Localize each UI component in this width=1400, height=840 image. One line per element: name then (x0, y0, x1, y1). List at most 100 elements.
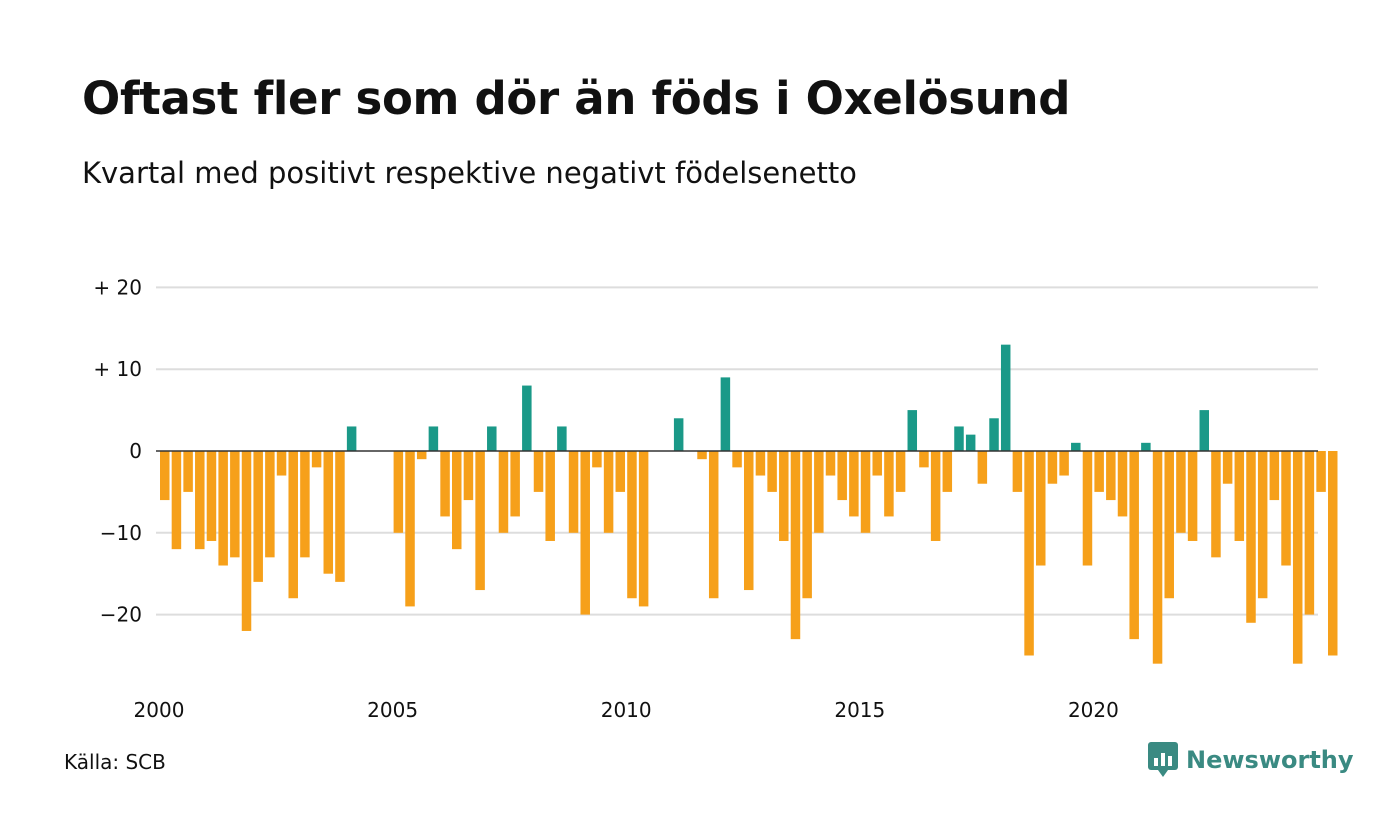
bar-negative (942, 451, 953, 492)
x-tick-label: 2020 (1068, 698, 1119, 722)
bar-negative (230, 451, 240, 558)
bar-negative (288, 451, 298, 599)
x-tick-label: 2000 (134, 698, 185, 722)
bar-negative (265, 451, 275, 558)
bar-negative (930, 451, 941, 541)
bar-negative (171, 451, 182, 550)
bar-negative (1187, 451, 1198, 541)
chart-title: Oftast fler som dör än föds i Oxelösund (82, 72, 1071, 125)
bar-negative (1304, 451, 1315, 615)
bar-negative (755, 451, 766, 476)
bar-negative (1234, 451, 1245, 541)
bar-negative (1281, 451, 1291, 566)
bar-negative (977, 451, 988, 484)
bar-negative (1047, 451, 1058, 484)
bar-negative (849, 451, 859, 517)
brand-logo: Newsworthy (1148, 742, 1354, 778)
bar-negative (206, 451, 217, 541)
y-tick-label: + 10 (93, 357, 142, 381)
bar-negative (1222, 451, 1233, 484)
bar-negative (218, 451, 228, 566)
bar-positive (965, 434, 976, 451)
bar-negative (592, 451, 602, 468)
y-axis-ticks: + 20 + 10 0 −10 −20 (93, 275, 142, 626)
y-tick-label: + 20 (93, 275, 142, 299)
bar-negative (300, 451, 310, 558)
x-tick-label: 2005 (367, 698, 418, 722)
bar-negative (276, 451, 287, 476)
bar-negative (697, 451, 707, 460)
bar-negative (872, 451, 882, 476)
bar-negative (498, 451, 509, 533)
chart-subtitle: Kvartal med positivt respektive negativt… (82, 156, 857, 190)
x-tick-label: 2010 (601, 698, 652, 722)
bar-positive (954, 426, 964, 451)
bar-negative (732, 451, 742, 468)
bar-negative (744, 451, 754, 591)
bar-negative (253, 451, 263, 582)
bar-negative (475, 451, 485, 591)
bar-negative (545, 451, 555, 541)
bar-negative (1117, 451, 1128, 517)
bar-negative (393, 451, 404, 533)
bar-negative (1024, 451, 1034, 656)
bar-positive (1000, 344, 1011, 451)
bar-negative (603, 451, 614, 533)
bar-negative (767, 451, 777, 492)
bar-negative (1269, 451, 1280, 501)
bar-negative (463, 451, 474, 501)
bar-positive (720, 377, 731, 451)
bar-negative (627, 451, 637, 599)
bar-negative (1176, 451, 1186, 533)
bar-negative (405, 451, 415, 607)
bar-negative (440, 451, 450, 517)
bar-positive (1141, 442, 1151, 451)
bar-negative (195, 451, 205, 550)
bar-positive (346, 426, 357, 451)
y-tick-label: −10 (100, 521, 142, 545)
bar-negative (1094, 451, 1104, 492)
bar-negative (708, 451, 719, 599)
bar-negative (1316, 451, 1326, 492)
bar-negative (580, 451, 590, 615)
x-tick-label: 2015 (834, 698, 885, 722)
bar-negative (160, 451, 170, 501)
bar-negative (814, 451, 824, 533)
bar-negative (533, 451, 544, 492)
bar-negative (1082, 451, 1093, 566)
x-axis-ticks: 2000 2005 2010 2015 2020 (134, 698, 1119, 722)
bar-negative (452, 451, 462, 550)
bar-positive (1199, 410, 1210, 451)
bar-negative (919, 451, 929, 468)
bar-positive (487, 426, 497, 451)
bar-positive (673, 418, 684, 451)
bar-negative (1152, 451, 1163, 664)
bar-negative (1246, 451, 1256, 623)
bar-negative (1164, 451, 1174, 599)
bar-negative (1106, 451, 1116, 501)
bar-negative (1012, 451, 1023, 492)
bar-negative (1328, 451, 1338, 656)
bar-negative (323, 451, 334, 574)
bar-negative (779, 451, 789, 541)
bar-positive (907, 410, 918, 451)
bar-negative (1257, 451, 1268, 599)
bar-negative (615, 451, 626, 492)
newsworthy-logo-icon (1148, 742, 1178, 777)
bar-negative (568, 451, 579, 533)
bar-negative (825, 451, 836, 476)
bar-positive (1071, 442, 1081, 451)
bar-positive (989, 418, 999, 451)
bar-negative (183, 451, 193, 492)
grid-lines (156, 286, 1318, 616)
bar-negative (1129, 451, 1139, 640)
bar-negative (1211, 451, 1221, 558)
y-tick-label: −20 (100, 603, 142, 627)
bar-positive (522, 385, 532, 451)
bar-negative (638, 451, 649, 607)
bar-negative (790, 451, 801, 640)
bar-negative (837, 451, 847, 501)
y-tick-label: 0 (129, 439, 142, 463)
bar-positive (428, 426, 439, 451)
